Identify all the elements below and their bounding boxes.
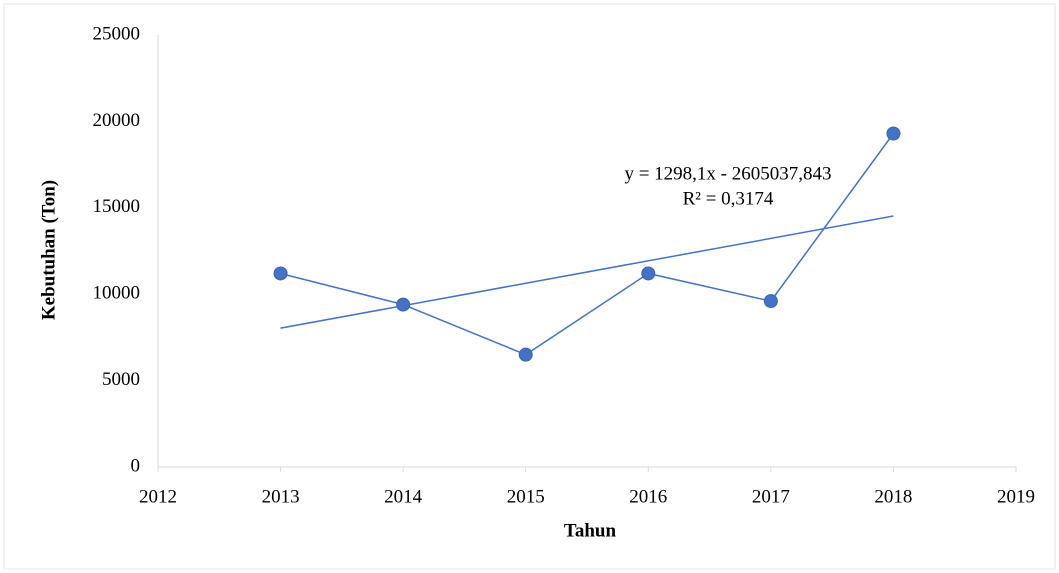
x-tick-label: 2015	[507, 486, 545, 507]
y-tick-label: 10000	[93, 283, 141, 304]
data-point	[519, 348, 532, 361]
x-tick-label: 2016	[629, 486, 667, 507]
data-point	[274, 267, 287, 280]
x-tick-label: 2019	[997, 486, 1035, 507]
chart: Tahun Kebutuhan (Ton) 0 5000 10000 15000 200…	[0, 0, 1059, 573]
trendline-r2: R² = 0,3174	[683, 188, 774, 209]
trendline-equation: y = 1298,1x - 2605037,843	[624, 163, 831, 184]
x-axis-title: Tahun	[564, 520, 617, 541]
chart-border	[4, 4, 1055, 569]
y-tick-label: 15000	[93, 196, 141, 217]
data-point	[887, 127, 900, 140]
x-tick-label: 2014	[384, 486, 423, 507]
y-axis-title: Kebutuhan (Ton)	[38, 180, 59, 320]
trendline	[281, 216, 894, 328]
x-tick-label: 2012	[139, 486, 177, 507]
page: {"chart_data": {"type": "line", "x_label…	[0, 0, 1059, 573]
data-point	[642, 267, 655, 280]
x-tick-label: 2018	[874, 486, 912, 507]
y-tick-label: 20000	[93, 110, 141, 131]
y-tick-label: 5000	[102, 369, 140, 390]
y-tick-label: 25000	[93, 23, 141, 44]
x-tick-label: 2017	[752, 486, 790, 507]
data-point	[764, 295, 777, 308]
y-tick-label: 0	[131, 455, 141, 476]
x-tick-label: 2013	[262, 486, 300, 507]
